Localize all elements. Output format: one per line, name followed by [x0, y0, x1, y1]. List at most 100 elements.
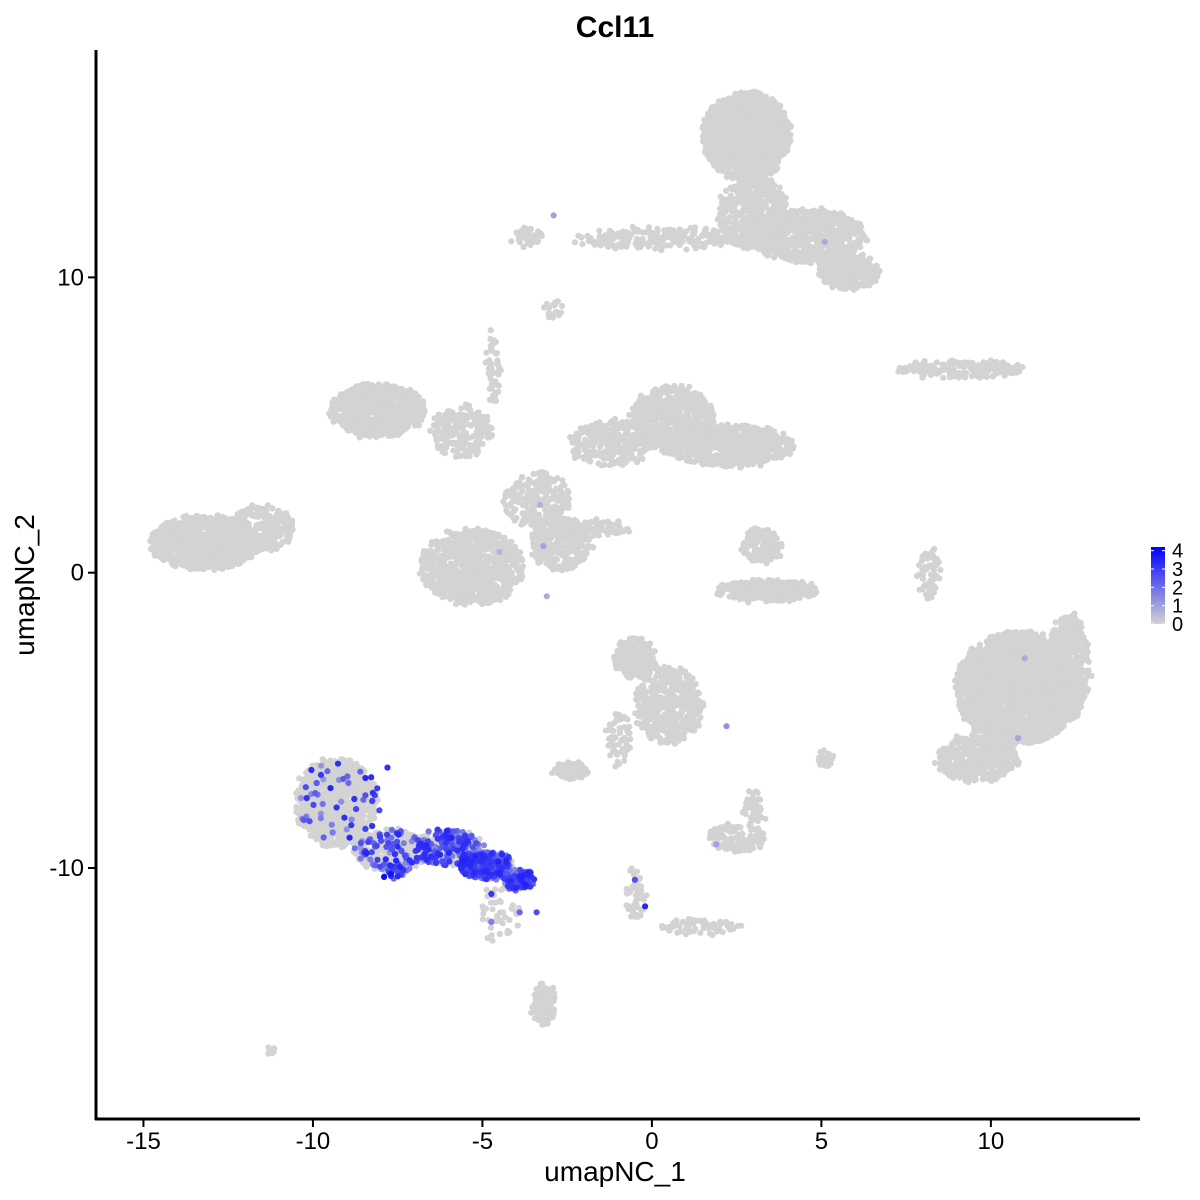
cell-point [753, 186, 760, 193]
cell-point [625, 425, 632, 432]
cell-point [604, 436, 611, 443]
cell-point [863, 275, 870, 282]
cell-point [819, 213, 826, 220]
cell-point [660, 235, 667, 242]
cell-point [795, 225, 802, 232]
cell-point [399, 387, 406, 395]
cell-point [852, 224, 859, 231]
cell-point [550, 301, 557, 308]
cell-point [750, 130, 757, 137]
cell-point [771, 202, 778, 209]
cell-point [820, 258, 828, 265]
cell-point [787, 131, 794, 138]
cell-point [760, 176, 767, 183]
cell-point [1006, 366, 1013, 373]
cell-point [618, 444, 625, 451]
cell-point [993, 359, 1000, 366]
cell-point [939, 361, 946, 368]
cell-point [731, 98, 739, 105]
cell-point [771, 99, 778, 106]
cell-point [707, 231, 714, 238]
cell-point [851, 231, 859, 238]
cell-point [955, 374, 962, 381]
cell-point [776, 104, 783, 111]
cell-point [470, 447, 478, 454]
cell-point [715, 134, 723, 141]
points-layer [147, 88, 1095, 1057]
cell-point [652, 245, 659, 252]
cell-point [961, 359, 968, 366]
cell-point [467, 410, 474, 417]
cell-point [830, 238, 837, 245]
cell-point [462, 401, 469, 408]
cell-point [418, 414, 425, 421]
cell-point [639, 449, 646, 456]
cell-point [559, 303, 566, 310]
cell-point [722, 147, 729, 154]
cell-point [462, 415, 469, 422]
cell-point [352, 407, 359, 414]
cell-point [486, 396, 493, 403]
cell-point [571, 239, 579, 246]
cell-point [356, 401, 363, 408]
cell-point [719, 103, 726, 110]
cell-point [418, 407, 425, 414]
cell-point [463, 434, 470, 441]
cell-point [766, 184, 773, 191]
cell-point [360, 389, 368, 396]
cell-point [744, 140, 751, 147]
cell-point [747, 157, 754, 164]
cell-point [442, 444, 450, 452]
cell-point [691, 228, 698, 235]
cell-point [861, 233, 868, 240]
cell-point [486, 370, 493, 377]
cell-point [741, 235, 748, 242]
cell-point [771, 123, 778, 131]
cell-point [761, 190, 768, 197]
cell-point [758, 243, 765, 250]
cell-point [456, 438, 463, 445]
cell-point [813, 247, 820, 254]
cell-point [477, 428, 484, 435]
cell-point [862, 259, 869, 266]
cell-point [751, 106, 758, 114]
cell-point [439, 432, 446, 439]
cell-point [581, 446, 588, 453]
cell-point [859, 251, 866, 258]
cell-point [607, 448, 614, 455]
cell-point [591, 435, 598, 442]
cell-point [367, 402, 374, 409]
cell-point [764, 135, 771, 142]
cell-point [686, 238, 693, 245]
cell-point [858, 223, 865, 231]
cell-point [352, 428, 359, 435]
cell-point [577, 425, 584, 432]
cell-point [837, 210, 844, 217]
cell-point [393, 412, 401, 419]
cell-point [470, 420, 478, 427]
cell-point [838, 264, 845, 271]
cell-point [745, 186, 752, 193]
cell-point [336, 395, 343, 402]
cell-point [449, 440, 456, 447]
cell-point [857, 239, 864, 246]
cell-point [344, 404, 351, 411]
cell-point [441, 450, 449, 457]
cell-point [329, 399, 336, 406]
cell-point [787, 220, 794, 227]
cell-point [491, 337, 498, 344]
cell-point [804, 258, 811, 265]
cell-point [748, 117, 755, 124]
cell-point [757, 235, 764, 242]
cell-point [494, 357, 501, 364]
cell-point [768, 177, 775, 184]
cell-point [814, 220, 821, 227]
cell-point [575, 452, 582, 459]
cell-point [454, 417, 461, 424]
cell-point [598, 462, 605, 469]
cell-point [797, 250, 804, 257]
cell-point [730, 145, 737, 153]
cell-point [948, 364, 955, 371]
cell-point [607, 462, 614, 469]
cell-point [572, 434, 579, 441]
